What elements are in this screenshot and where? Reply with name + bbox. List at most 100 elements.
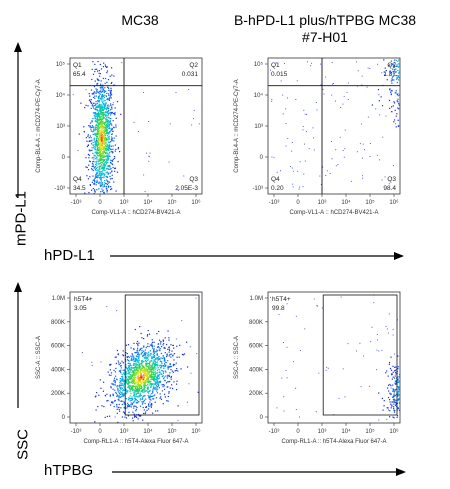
scatter-row2-col2: SSC-A :: SSC-A-10³ 0 10³ 10⁴ 10⁵ 10⁶1.0M800K6… xyxy=(234,291,401,445)
event-dot xyxy=(397,381,399,383)
event-dot xyxy=(97,131,99,133)
event-dot xyxy=(162,386,164,388)
event-dot xyxy=(101,145,103,147)
event-dot xyxy=(393,400,395,402)
event-dot xyxy=(98,75,101,77)
event-dot xyxy=(164,337,166,339)
event-dot xyxy=(104,138,106,140)
event-dot xyxy=(105,114,107,116)
event-dot xyxy=(148,368,151,370)
event-dot xyxy=(126,378,128,380)
event-dot xyxy=(122,372,125,374)
event-dot xyxy=(142,402,144,404)
event-dot xyxy=(118,363,120,366)
event-dot xyxy=(102,186,104,188)
event-dot xyxy=(397,74,399,76)
event-dot xyxy=(127,359,130,362)
event-dot xyxy=(150,360,153,362)
event-dot xyxy=(98,123,100,126)
event-dot xyxy=(113,384,115,386)
event-dot xyxy=(159,360,161,362)
event-dot xyxy=(92,164,94,166)
event-dot xyxy=(112,383,114,385)
event-dot xyxy=(120,388,122,391)
event-dot xyxy=(96,119,98,121)
event-dot xyxy=(144,379,146,381)
event-dot xyxy=(159,364,162,366)
event-dot xyxy=(101,156,103,158)
event-dot xyxy=(283,396,285,398)
event-dot xyxy=(119,385,121,387)
event-dot xyxy=(145,398,147,400)
event-dot xyxy=(158,384,160,386)
x-tick-label: -10³ xyxy=(269,429,280,435)
event-dot xyxy=(136,367,138,369)
event-dot xyxy=(93,179,95,181)
event-dot xyxy=(94,176,96,178)
event-dot xyxy=(99,155,101,157)
event-dot xyxy=(397,98,399,100)
event-dot xyxy=(377,339,379,341)
event-dot xyxy=(136,382,139,384)
event-dot xyxy=(107,139,109,141)
event-dot xyxy=(133,358,135,360)
event-dot xyxy=(116,386,118,388)
event-dot xyxy=(108,153,110,155)
event-dot xyxy=(150,367,152,369)
event-dot xyxy=(129,405,131,408)
event-dot xyxy=(157,385,160,387)
event-dot xyxy=(283,342,284,343)
event-dot xyxy=(105,156,107,158)
event-dot xyxy=(104,173,106,176)
event-dot xyxy=(91,120,93,122)
event-dot xyxy=(96,89,98,91)
event-dot xyxy=(143,366,145,368)
event-dot xyxy=(134,399,137,401)
event-dot xyxy=(133,407,135,409)
event-dot xyxy=(140,353,142,355)
event-dot xyxy=(105,103,107,105)
event-dot xyxy=(109,95,111,97)
event-dot xyxy=(150,383,152,385)
quadrant-name-q3: Q3 xyxy=(189,176,198,183)
event-dot xyxy=(335,165,337,167)
event-dot xyxy=(148,370,150,373)
event-dot xyxy=(95,127,97,129)
event-dot xyxy=(106,92,108,95)
event-dot xyxy=(134,360,136,362)
y-tick-label: 0 xyxy=(62,415,66,421)
event-dot xyxy=(394,366,396,368)
event-dot xyxy=(396,319,398,321)
event-dot xyxy=(86,140,88,142)
event-dot xyxy=(106,98,109,101)
event-dot xyxy=(110,374,112,376)
event-dot xyxy=(129,400,131,402)
event-dot xyxy=(106,179,108,181)
event-dot xyxy=(119,365,122,367)
event-dot xyxy=(99,135,101,137)
event-dot xyxy=(99,176,102,178)
event-dot xyxy=(152,412,154,414)
event-dot xyxy=(164,370,166,372)
event-dot xyxy=(105,141,107,144)
event-dot xyxy=(139,363,141,366)
event-dot xyxy=(103,114,105,116)
event-dot xyxy=(109,394,112,396)
event-dot xyxy=(138,361,140,363)
event-dot xyxy=(160,380,162,382)
event-dot xyxy=(397,125,399,127)
event-dot xyxy=(88,157,90,159)
event-dot xyxy=(132,375,134,377)
event-dot xyxy=(125,364,127,366)
event-dot xyxy=(157,357,159,359)
event-dot xyxy=(111,163,114,166)
event-dot xyxy=(106,70,109,72)
event-dot xyxy=(169,372,171,374)
x-tick-label: -10³ xyxy=(269,200,280,206)
event-dot xyxy=(151,393,153,395)
event-dot xyxy=(114,112,116,114)
event-dot xyxy=(101,152,103,155)
event-dot xyxy=(386,79,388,81)
event-dot xyxy=(135,386,137,388)
event-dot xyxy=(104,155,106,157)
